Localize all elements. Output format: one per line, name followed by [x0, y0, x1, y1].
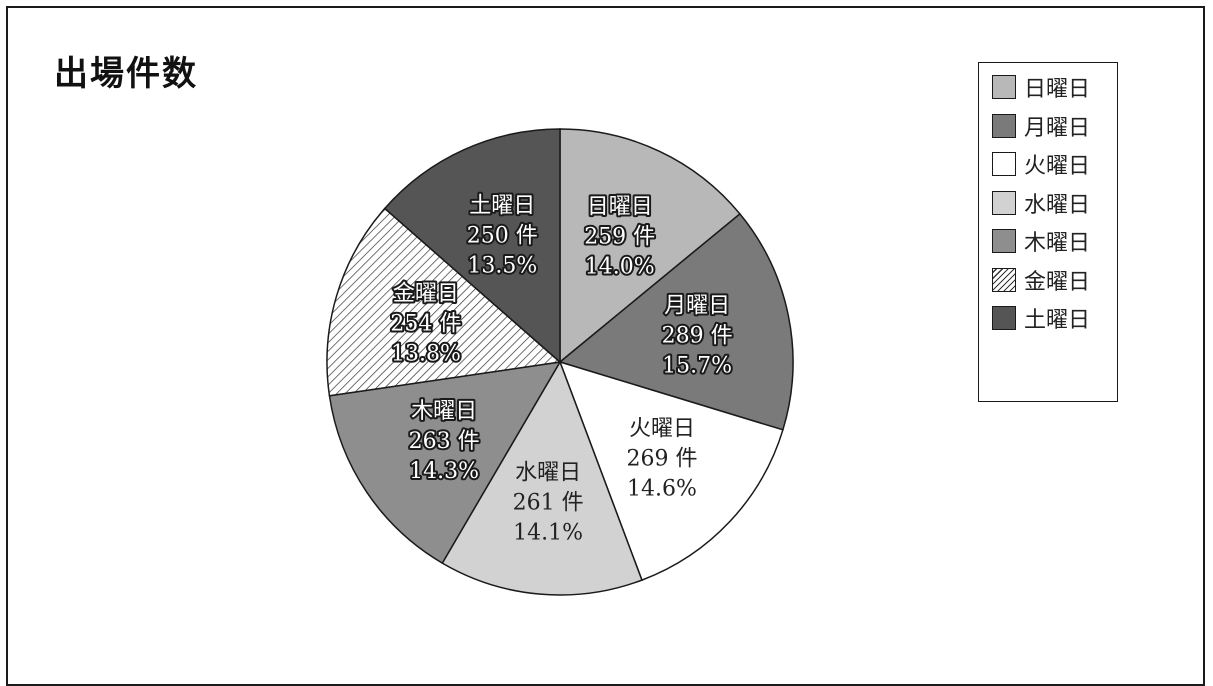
legend-label: 火曜日 [1024, 154, 1091, 180]
legend-swatch [992, 306, 1016, 331]
slice-label-count: 250 件 [467, 224, 538, 249]
legend-swatch [992, 229, 1016, 254]
slice-label-count: 261 件 [513, 490, 584, 515]
legend-item: 月曜日 [992, 107, 1117, 146]
slice-label-count: 263 件 [409, 429, 480, 454]
pie-slice [328, 361, 562, 565]
pie-slice [383, 128, 561, 364]
legend-swatch [992, 190, 1016, 215]
slice-label-name: 金曜日 [393, 281, 459, 306]
legend-item: 木曜日 [992, 222, 1117, 261]
slice-label-percent: 14.6% [627, 477, 697, 502]
legend-label: 金曜日 [1024, 269, 1091, 295]
legend-item: 火曜日 [992, 145, 1117, 184]
slice-label-name: 木曜日 [411, 399, 477, 424]
slice-label-count: 254 件 [390, 311, 461, 336]
legend-swatch [992, 113, 1016, 138]
slice-label-percent: 15.7% [662, 354, 732, 379]
legend-swatch [992, 75, 1016, 100]
pie-slice [441, 360, 643, 596]
chart-title: 出場件数 [54, 54, 198, 94]
legend-label: 土曜日 [1024, 308, 1091, 334]
pie-slice [326, 207, 562, 397]
pie-chart: 日曜日 259 件 14.0% 月曜日 289 件 15.7% 火曜日 269 件 14.6% 水… [326, 128, 794, 596]
slice-label-count: 269 件 [627, 447, 698, 472]
slice-label-percent: 13.5% [467, 254, 537, 279]
legend-swatch [992, 152, 1016, 177]
slice-label-percent: 14.0% [585, 255, 655, 280]
legend-item: 水曜日 [992, 184, 1117, 223]
slice-label-name: 火曜日 [629, 417, 695, 442]
slice-label-count: 289 件 [662, 324, 733, 349]
legend-label: 日曜日 [1024, 77, 1091, 103]
legend-label: 水曜日 [1024, 192, 1091, 218]
legend-item: 土曜日 [992, 299, 1117, 338]
slice-label-percent: 14.3% [409, 459, 479, 484]
legend: 日曜日月曜日火曜日水曜日木曜日金曜日土曜日 [978, 62, 1118, 402]
legend-item: 金曜日 [992, 261, 1117, 300]
slice-label-name: 月曜日 [664, 294, 730, 319]
slice-label-count: 259 件 [584, 225, 655, 250]
slice-label-name: 土曜日 [469, 194, 535, 219]
slice-label-name: 日曜日 [587, 195, 653, 220]
slice-label-percent: 14.1% [513, 520, 583, 545]
legend-swatch [992, 267, 1016, 292]
pie-slice [559, 128, 741, 364]
legend-label: 月曜日 [1024, 115, 1091, 141]
legend-item: 日曜日 [992, 68, 1117, 107]
legend-label: 木曜日 [1024, 231, 1091, 257]
pie-slice [558, 212, 794, 431]
pie-slice [558, 360, 784, 582]
slice-label-percent: 13.8% [391, 341, 461, 366]
slice-label-name: 水曜日 [515, 460, 581, 485]
